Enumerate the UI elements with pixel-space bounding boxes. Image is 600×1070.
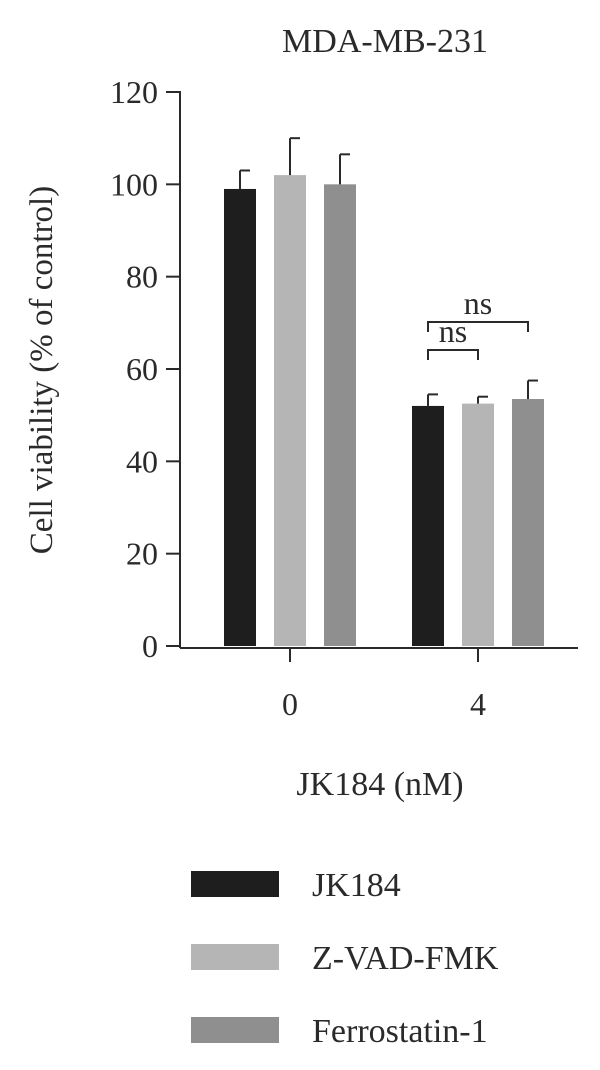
y-tick-label: 120 — [110, 74, 158, 110]
bar-jk184 — [224, 188, 256, 646]
significance-bracket — [427, 349, 479, 360]
x-tick-label: 0 — [282, 686, 298, 722]
y-axis-label: Cell viability (% of control) — [24, 186, 60, 554]
legend-label: JK184 — [312, 867, 401, 904]
y-tick-label: 20 — [126, 536, 158, 572]
y-tick-label: 60 — [126, 351, 158, 387]
y-tick-label: 40 — [126, 443, 158, 479]
x-tick-label: 4 — [470, 686, 486, 722]
significance-bracket — [427, 321, 529, 332]
y-tick-label: 0 — [142, 628, 158, 664]
y-tick-label: 80 — [126, 259, 158, 295]
legend-swatch — [191, 944, 279, 970]
legend-label: Ferrostatin-1 — [312, 1013, 488, 1050]
bar-ferrostatin-1 — [324, 184, 356, 647]
bar-jk184 — [412, 405, 444, 646]
y-tick-label: 100 — [110, 166, 158, 202]
significance-label: ns — [439, 313, 467, 349]
bar-ferrostatin-1 — [512, 399, 544, 646]
legend-swatch — [191, 1017, 279, 1043]
x-axis-label: JK184 (nM) — [296, 766, 463, 803]
bar-z-vad-fmk — [274, 175, 306, 646]
legend-swatch — [191, 871, 279, 897]
significance-label: ns — [464, 285, 492, 321]
bar-z-vad-fmk — [462, 403, 494, 646]
legend-label: Z-VAD-FMK — [312, 940, 499, 977]
chart-title: MDA-MB-231 — [282, 23, 488, 60]
